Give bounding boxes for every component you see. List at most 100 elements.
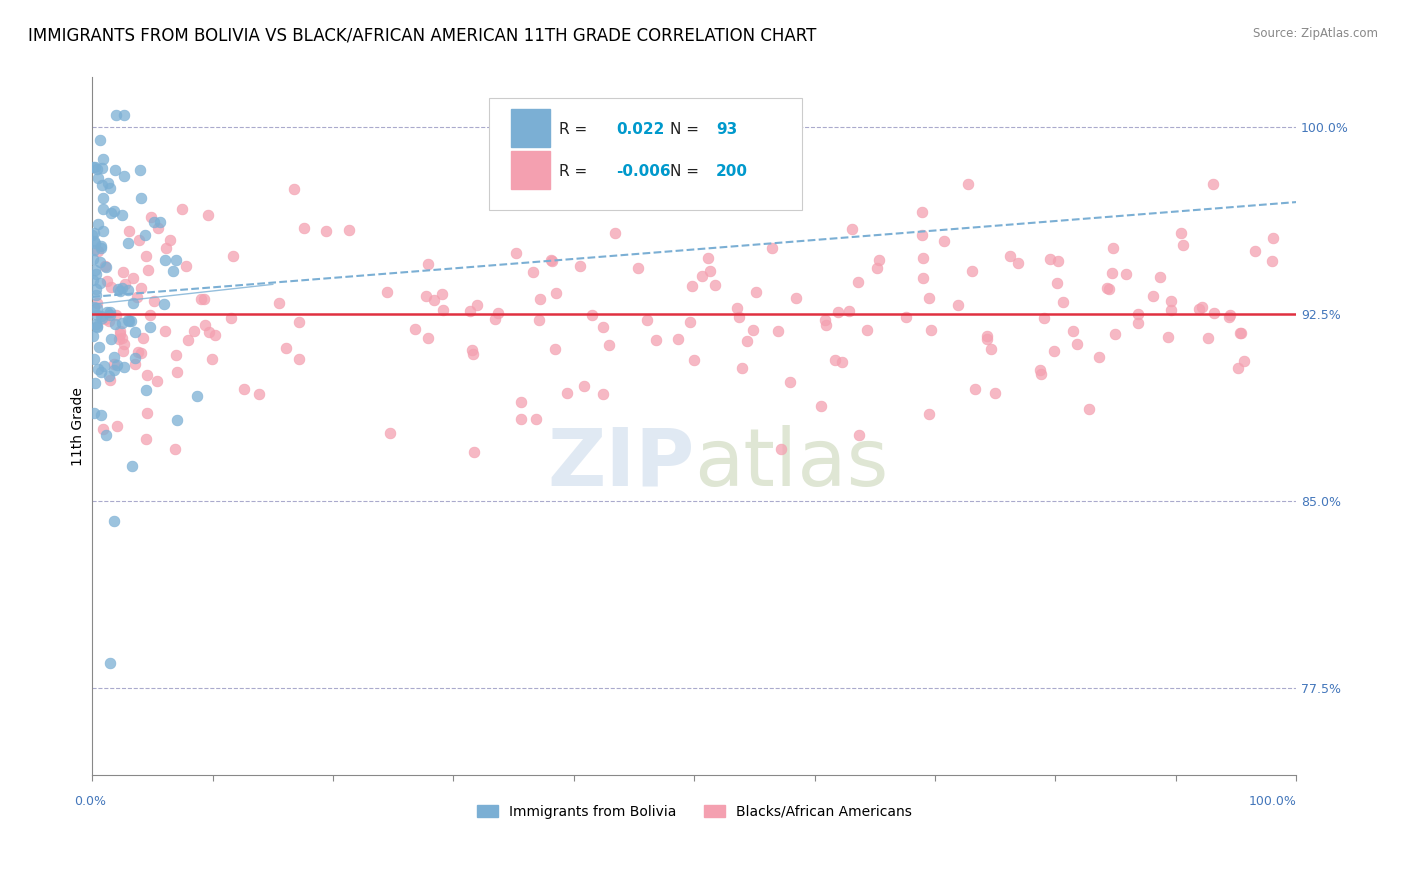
Point (111, 281, 134, 295)
Y-axis label: 11th Grade: 11th Grade (72, 387, 86, 466)
Point (86, 296, 108, 310)
Point (957, 177, 980, 191)
Point (152, 297, 174, 311)
Text: Source: ZipAtlas.com: Source: ZipAtlas.com (1253, 27, 1378, 40)
Point (83, 406, 105, 420)
Point (1062, 325, 1084, 339)
Point (1115, 267, 1137, 281)
Point (598, 338, 620, 352)
Point (146, 221, 169, 235)
Point (247, 387, 270, 401)
Point (315, 224, 337, 238)
Text: ZIP: ZIP (547, 425, 695, 503)
Point (122, 270, 145, 285)
Point (1032, 311, 1054, 326)
Point (90, 241, 112, 255)
Point (84, 287, 107, 301)
Point (120, 314, 142, 328)
Point (186, 389, 208, 403)
Point (129, 163, 152, 178)
Point (415, 289, 437, 303)
Point (461, 347, 484, 361)
Point (90, 178, 112, 193)
Point (104, 162, 127, 177)
Point (527, 313, 550, 327)
Point (681, 279, 703, 293)
Point (204, 328, 226, 343)
Point (108, 284, 131, 298)
Point (911, 228, 934, 243)
Point (82, 329, 104, 343)
Point (745, 285, 768, 299)
Point (827, 305, 849, 319)
Point (856, 323, 879, 337)
Point (510, 395, 533, 409)
Point (1202, 177, 1225, 191)
Point (165, 252, 187, 267)
Point (103, 350, 125, 364)
Point (766, 324, 789, 338)
Point (524, 412, 547, 426)
Point (267, 296, 290, 310)
Point (920, 323, 942, 337)
Point (486, 306, 509, 320)
Point (283, 182, 305, 196)
Point (149, 215, 172, 229)
Point (1226, 360, 1249, 375)
Point (98, 305, 121, 319)
Point (1187, 302, 1209, 317)
Point (82, 228, 104, 243)
Point (93, 359, 115, 374)
Point (135, 383, 157, 397)
Point (124, 357, 146, 371)
Point (183, 324, 205, 338)
Point (555, 386, 578, 401)
Point (416, 257, 439, 271)
Point (82, 252, 104, 267)
Point (761, 242, 783, 256)
Point (568, 259, 591, 273)
Point (84, 281, 107, 295)
Point (1229, 326, 1251, 340)
Point (98, 308, 121, 322)
Point (111, 208, 134, 222)
Point (728, 310, 751, 325)
Point (89, 340, 111, 354)
Point (83, 234, 105, 248)
Point (219, 311, 242, 326)
Point (117, 313, 139, 327)
Point (529, 292, 551, 306)
Point (458, 304, 481, 318)
Point (108, 324, 131, 338)
Point (636, 313, 658, 327)
Point (112, 169, 135, 183)
Point (1244, 244, 1267, 258)
Point (1160, 302, 1182, 317)
Point (1170, 227, 1192, 241)
Point (136, 368, 159, 382)
Point (1233, 353, 1256, 368)
Point (509, 412, 531, 426)
Point (946, 298, 969, 312)
Point (911, 271, 934, 285)
Point (84, 376, 107, 390)
Point (505, 245, 527, 260)
Point (96, 274, 118, 288)
Point (1160, 294, 1182, 309)
Point (418, 331, 440, 345)
Point (84, 267, 107, 281)
Point (86, 308, 108, 322)
Point (122, 296, 145, 310)
Point (98, 657, 121, 671)
Point (785, 291, 807, 305)
Point (105, 419, 128, 434)
Point (118, 314, 141, 328)
Text: 0.0%: 0.0% (75, 796, 105, 808)
Point (83, 160, 105, 174)
Point (1219, 308, 1241, 322)
Point (139, 320, 162, 334)
Point (1261, 231, 1284, 245)
Point (222, 249, 245, 263)
Point (107, 282, 129, 296)
Point (86, 319, 108, 334)
